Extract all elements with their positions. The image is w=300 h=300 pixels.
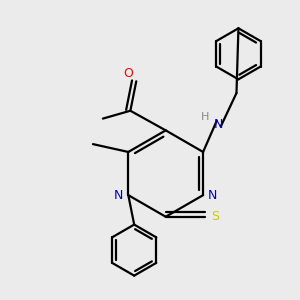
Text: N: N bbox=[114, 189, 123, 202]
Text: S: S bbox=[211, 210, 219, 223]
Text: N: N bbox=[208, 189, 218, 202]
Text: H: H bbox=[201, 112, 209, 122]
Text: O: O bbox=[124, 67, 133, 80]
Text: N: N bbox=[214, 118, 224, 131]
